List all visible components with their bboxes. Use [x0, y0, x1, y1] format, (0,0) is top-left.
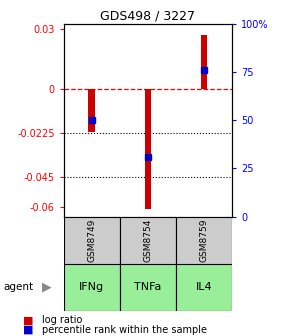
Bar [64, 264, 120, 311]
Bar [201, 35, 207, 89]
Text: IL4: IL4 [196, 282, 212, 292]
Bar [144, 89, 151, 209]
Text: agent: agent [3, 282, 33, 292]
Text: GSM8759: GSM8759 [200, 218, 209, 262]
Text: TNFa: TNFa [134, 282, 162, 292]
Bar [120, 217, 176, 264]
Text: ■: ■ [23, 325, 34, 335]
Text: IFNg: IFNg [79, 282, 104, 292]
Bar [176, 264, 232, 311]
Bar [120, 264, 176, 311]
Bar [88, 89, 95, 132]
Bar [64, 217, 120, 264]
Text: ■: ■ [23, 315, 34, 325]
Text: percentile rank within the sample: percentile rank within the sample [42, 325, 207, 335]
Text: GSM8754: GSM8754 [143, 218, 153, 262]
Text: GSM8749: GSM8749 [87, 218, 96, 262]
Bar [176, 217, 232, 264]
Text: ▶: ▶ [42, 281, 52, 294]
Text: log ratio: log ratio [42, 315, 82, 325]
Title: GDS498 / 3227: GDS498 / 3227 [100, 9, 195, 23]
